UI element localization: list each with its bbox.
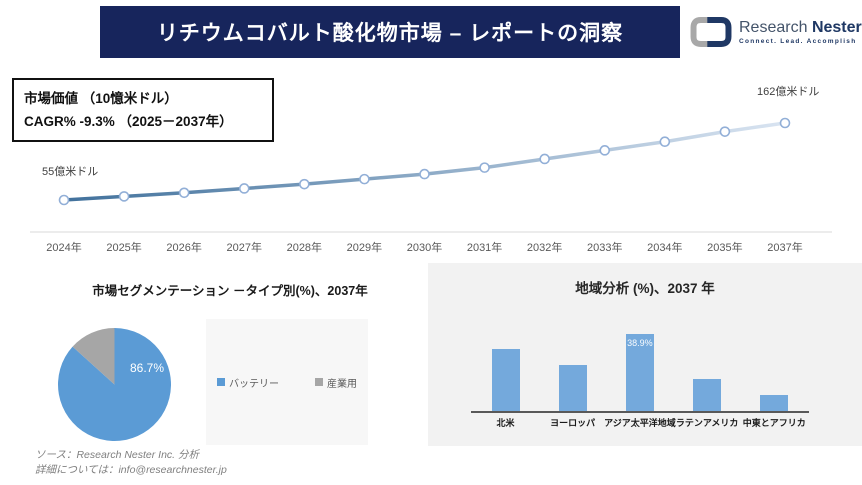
battery-legend-label: バッテリー bbox=[229, 378, 279, 390]
footer: ソース：Research Nester Inc. 分析 詳細については：info… bbox=[35, 448, 227, 478]
regional-bar-chart: 北米 ヨーロッパ アジア太平洋地域 38.9% ラテンアメリカ 中東とアフリカ bbox=[428, 263, 862, 446]
battery-legend-swatch bbox=[217, 378, 225, 386]
market-value-label: 市場価値 （10憶米ドル） bbox=[24, 91, 178, 106]
legend-item-industrial: 産業用 bbox=[315, 375, 357, 390]
pie-slice bbox=[72, 328, 115, 385]
x-tick-label: 2024年 bbox=[46, 240, 81, 254]
line-marker bbox=[58, 194, 70, 206]
logo-text: Research Nester Connect. Lead. Accomplis… bbox=[739, 19, 862, 45]
x-tick-label: 2035年 bbox=[707, 240, 742, 254]
source-note: ソース：Research Nester Inc. 分析 bbox=[35, 449, 200, 461]
logo-tagline: Connect. Lead. Accomplish bbox=[739, 38, 857, 45]
industrial-legend-swatch bbox=[315, 378, 323, 386]
pie-data-label: 86.7% bbox=[129, 361, 165, 375]
market-value-line-chart: 2024年 2025年 2026年 2027年 2028年 2029年 2030年 2031年… bbox=[30, 117, 832, 254]
line-marker bbox=[359, 173, 370, 185]
x-tick-label: 2029年 bbox=[347, 240, 382, 254]
x-tick-label: 2026年 bbox=[166, 240, 201, 254]
pie-slice bbox=[57, 328, 171, 441]
pie-chart-title: 市場セグメンテーション －タイプ別(%)、2037年 bbox=[92, 284, 368, 298]
contact-note: 詳細については：info@researchnester.jp bbox=[35, 464, 227, 476]
region-bar bbox=[491, 349, 520, 411]
page-title: リチウムコバルト酸化物市場 – レポートの洞察 bbox=[156, 22, 624, 45]
x-tick-label: 2034年 bbox=[647, 240, 682, 254]
x-tick-label: 2033年 bbox=[587, 240, 622, 254]
start-value-label: 55億米ドル bbox=[42, 166, 99, 178]
x-tick-label: 2025年 bbox=[106, 240, 141, 254]
bar-category-label: アジア太平洋地域 bbox=[604, 418, 676, 428]
region-bar bbox=[760, 394, 789, 411]
pie-legend: バッテリー 産業用 bbox=[206, 319, 368, 445]
line-marker bbox=[779, 117, 791, 129]
x-tick-label: 2028年 bbox=[287, 240, 322, 254]
market-value-box: 市場価値 （10憶米ドル） CAGR% -9.3% （2025－2037年） bbox=[12, 78, 274, 142]
line-marker bbox=[118, 191, 130, 202]
end-value-label: 162億米ドル bbox=[757, 86, 820, 98]
segmentation-pie-chart bbox=[57, 328, 171, 441]
bar-x-axis bbox=[471, 411, 809, 413]
line-marker bbox=[419, 168, 430, 180]
x-tick-label: 2037年 bbox=[767, 240, 802, 254]
region-bar bbox=[693, 379, 722, 411]
bar-category-label: 中東とアフリカ bbox=[742, 418, 806, 428]
bar-chart-title: 地域分析 (%)、2037 年 bbox=[575, 281, 715, 296]
logo-name: Research Nester bbox=[739, 19, 862, 36]
region-bar bbox=[558, 364, 587, 411]
line-marker bbox=[539, 153, 550, 165]
line-marker bbox=[238, 183, 250, 194]
bar-data-label: 38.9% bbox=[627, 337, 653, 348]
report-title-banner: リチウムコバルト酸化物市場 – レポートの洞察 bbox=[100, 6, 680, 58]
x-tick-label: 2032年 bbox=[527, 240, 562, 254]
line-marker bbox=[299, 178, 310, 190]
research-nester-logo: Research Nester Connect. Lead. Accomplis… bbox=[688, 12, 862, 52]
x-tick-label: 2031年 bbox=[467, 240, 502, 254]
market-trend-line bbox=[63, 121, 786, 202]
logo-mark-icon bbox=[690, 17, 732, 47]
line-marker bbox=[599, 145, 611, 156]
x-tick-label: 2030年 bbox=[407, 240, 442, 254]
line-marker bbox=[479, 162, 490, 173]
x-tick-label: 2027年 bbox=[227, 240, 262, 254]
bar-category-label: ヨーロッパ bbox=[550, 418, 596, 428]
cagr-label: CAGR% -9.3% （2025－2037年） bbox=[24, 114, 233, 129]
bar-category-label: 北米 bbox=[496, 418, 515, 428]
legend-item-battery: バッテリー bbox=[217, 375, 279, 390]
line-marker bbox=[178, 187, 190, 199]
industrial-legend-label: 産業用 bbox=[327, 378, 357, 390]
region-bar bbox=[625, 333, 654, 411]
bar-category-label: ラテンアメリカ bbox=[675, 418, 739, 428]
regional-analysis-panel: 地域分析 (%)、2037 年 北米 ヨーロッパ アジア太平洋地域 38.9% ラテンア… bbox=[428, 263, 862, 446]
line-marker bbox=[659, 136, 671, 148]
line-marker bbox=[719, 126, 731, 137]
